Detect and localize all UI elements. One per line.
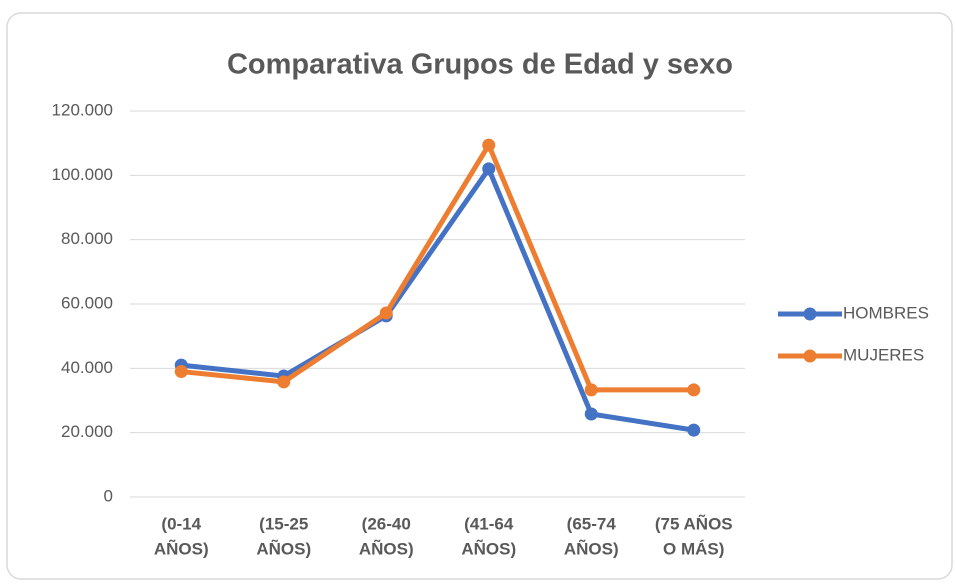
x-tick-label: (75 AÑOS	[655, 513, 733, 533]
y-tick-label: 0	[104, 486, 113, 505]
data-point	[277, 375, 291, 389]
data-point	[584, 383, 598, 397]
data-point	[379, 306, 393, 320]
x-tick-label: O MÁS)	[663, 539, 724, 558]
chart-border	[6, 12, 953, 580]
x-tick-label: AÑOS)	[154, 538, 209, 558]
x-tick-label: AÑOS)	[359, 538, 414, 558]
data-point	[482, 162, 496, 176]
x-tick-label: AÑOS)	[564, 538, 619, 558]
legend-marker	[803, 349, 817, 363]
chart-title: Comparativa Grupos de Edad y sexo	[227, 49, 733, 81]
series-line	[181, 142, 694, 393]
y-tick-label: 40.000	[61, 358, 113, 377]
y-tick-label: 120.000	[52, 100, 113, 119]
x-tick-label: AÑOS)	[461, 538, 516, 558]
x-tick-label: (0-14	[161, 514, 201, 533]
data-point	[687, 423, 701, 437]
legend-label: MUJERES	[843, 345, 924, 364]
data-point	[584, 407, 598, 421]
y-tick-label: 100.000	[52, 165, 113, 184]
series-line	[180, 166, 695, 433]
x-tick-label: (65-74	[567, 514, 617, 533]
y-tick-label: 20.000	[61, 422, 113, 441]
data-point	[174, 365, 188, 379]
data-point	[687, 383, 701, 397]
y-tick-label: 60.000	[61, 293, 113, 312]
x-tick-label: (15-25	[259, 514, 308, 533]
y-tick-label: 80.000	[61, 229, 113, 248]
x-tick-label: (26-40	[362, 514, 411, 533]
legend-label: HOMBRES	[843, 303, 929, 322]
x-tick-label: (41-64	[464, 514, 514, 533]
legend-marker	[803, 307, 817, 321]
data-point	[482, 138, 496, 152]
x-tick-label: AÑOS)	[256, 538, 311, 558]
